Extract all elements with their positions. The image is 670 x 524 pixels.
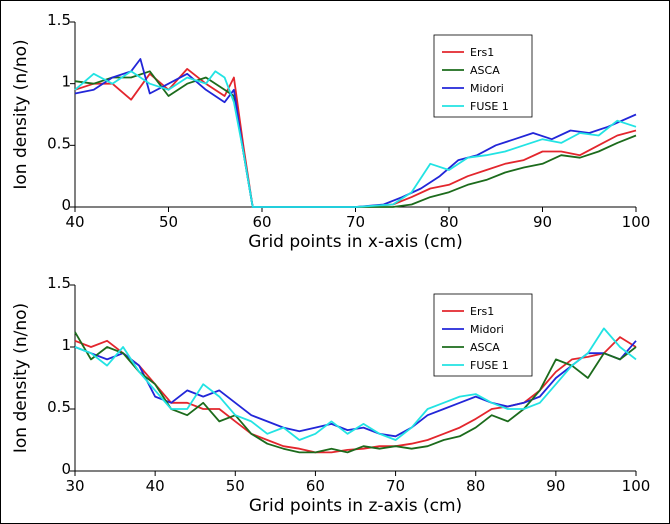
x-tick-label: 100 — [622, 213, 651, 231]
x-tick-label: 90 — [533, 213, 552, 231]
chart-panel-1: 40 50 60 70 80 90 100 0 0.5 1 1.5 Grid points in x-… — [11, 11, 650, 252]
x-tick-label: 100 — [622, 477, 651, 495]
y-tick-label: 0 — [61, 460, 71, 478]
legend-label: ASCA — [470, 64, 500, 77]
x-axis-label: Grid points in x-axis (cm) — [248, 232, 462, 252]
x-tick-label: 70 — [386, 477, 405, 495]
series-line-fuse-1 — [74, 70, 637, 208]
y-tick-label: 0.5 — [47, 398, 71, 416]
x-tick-label: 60 — [306, 477, 325, 495]
legend-label: Ers1 — [470, 46, 494, 59]
series-line-asca — [74, 331, 637, 454]
chart-panel-2: 30 40 50 60 70 80 90 100 0 0.5 1 1.5 Grid points in … — [11, 274, 650, 516]
y-axis-label: Ion density (n/no) — [11, 303, 31, 453]
legend-box — [433, 34, 533, 118]
legend: Ers1 ASCA Midori FUSE 1 — [433, 34, 533, 118]
legend-label: FUSE 1 — [470, 359, 509, 372]
x-tick-label: 90 — [546, 477, 565, 495]
x-tick-label: 40 — [65, 213, 84, 231]
y-tick-label: 0.5 — [47, 134, 71, 152]
x-tick-label: 30 — [65, 477, 84, 495]
series-line-fuse-1 — [74, 327, 637, 441]
legend-box — [433, 293, 533, 377]
legend-label: Midori — [470, 82, 504, 95]
y-tick-label: 1 — [61, 73, 71, 91]
x-tick-label: 50 — [159, 213, 178, 231]
y-tick-label: 1.5 — [47, 274, 71, 292]
legend-label: Midori — [470, 323, 504, 336]
y-axis-label: Ion density (n/no) — [11, 39, 31, 189]
x-tick-label: 70 — [346, 213, 365, 231]
x-axis-label: Grid points in z-axis (cm) — [249, 496, 462, 516]
x-tick-label: 80 — [466, 477, 485, 495]
x-tick-label: 50 — [226, 477, 245, 495]
legend-label: ASCA — [470, 341, 500, 354]
y-tick-label: 0 — [61, 196, 71, 214]
legend-label: Ers1 — [470, 305, 494, 318]
y-tick-label: 1.5 — [47, 11, 71, 29]
y-tick-label: 1 — [61, 336, 71, 354]
x-tick-label: 80 — [439, 213, 458, 231]
x-tick-label: 40 — [146, 477, 165, 495]
legend-label: FUSE 1 — [470, 100, 509, 113]
legend: Ers1 Midori ASCA FUSE 1 — [433, 293, 533, 377]
x-tick-label: 60 — [252, 213, 271, 231]
